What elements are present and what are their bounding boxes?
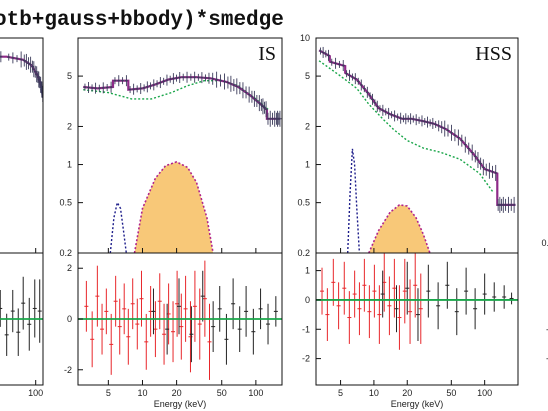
x-axis-label: Energy (keV) — [391, 399, 444, 409]
residual-plot-area — [0, 276, 43, 356]
y-tick-label: 2 — [67, 121, 72, 131]
residual-y-tick-label: -2 — [64, 365, 72, 375]
y-tick-label: 0.1 — [541, 238, 548, 248]
gauss-component-line — [109, 200, 127, 254]
y-tick-label: 2 — [305, 121, 310, 131]
residual-frame — [0, 252, 44, 386]
residual-y-tick-label: 2 — [67, 263, 72, 273]
x-tick-label: 100 — [477, 388, 492, 398]
figure-title: otb+gauss+bbody)*smedge — [0, 9, 284, 32]
spectrum-plot-area — [83, 71, 282, 254]
residual-y-tick-label: 0 — [67, 314, 72, 324]
x-tick-label: 20 — [402, 388, 412, 398]
residual-y-tick-label: -2 — [302, 354, 310, 364]
total-model-line — [318, 49, 516, 206]
spectrum-plot-area — [318, 46, 516, 254]
residual-y-tick-label: -1 — [302, 324, 310, 334]
diskbb-component-line — [318, 60, 494, 194]
x-tick-label: 5 — [338, 388, 343, 398]
x-axis-label: Energy (keV) — [154, 399, 207, 409]
panel-label: HSS — [475, 43, 512, 65]
y-tick-label: 5 — [305, 71, 310, 81]
x-tick-label: 5 — [106, 388, 111, 398]
y-tick-label: 0.2 — [297, 248, 310, 258]
residual-plot-area — [316, 253, 518, 350]
x-tick-label: 10 — [137, 388, 147, 398]
bbody-component-area — [134, 161, 214, 253]
diskbb-component-line — [83, 80, 270, 111]
y-tick-label: 1 — [67, 160, 72, 170]
bbody-component-area — [368, 204, 430, 253]
bbody-component-line — [133, 161, 214, 254]
y-tick-label: 0.5 — [59, 198, 72, 208]
gauss-component-line — [347, 148, 361, 254]
y-tick-label: 0.5 — [297, 198, 310, 208]
spectrum-plot-area — [0, 51, 43, 103]
residual-y-tick-label: 1 — [305, 266, 310, 276]
panel-left-cropped: 100 — [0, 37, 44, 398]
x-tick-label: 50 — [217, 388, 227, 398]
residual-y-tick-label: -1 — [546, 324, 548, 334]
y-tick-label: 5 — [67, 71, 72, 81]
x-tick-label: 100 — [248, 388, 263, 398]
residual-frame — [315, 252, 519, 386]
residual-y-tick-label: 0 — [305, 295, 310, 305]
x-tick-label: 100 — [28, 388, 43, 398]
y-tick-label: 0.2 — [59, 248, 72, 258]
panel-label: IS — [258, 43, 276, 65]
bbody-component-line — [368, 204, 431, 254]
y-tick-label: 1 — [305, 160, 310, 170]
y-tick-label: 10 — [300, 33, 310, 43]
total-model-line — [83, 76, 281, 120]
residual-y-tick-label: -2 — [546, 354, 548, 364]
x-tick-label: 10 — [369, 388, 379, 398]
x-tick-label: 20 — [172, 388, 182, 398]
residual-plot-area — [78, 260, 282, 380]
x-tick-label: 50 — [446, 388, 456, 398]
panel-right-cropped: 10.110-1-2 — [541, 238, 548, 364]
